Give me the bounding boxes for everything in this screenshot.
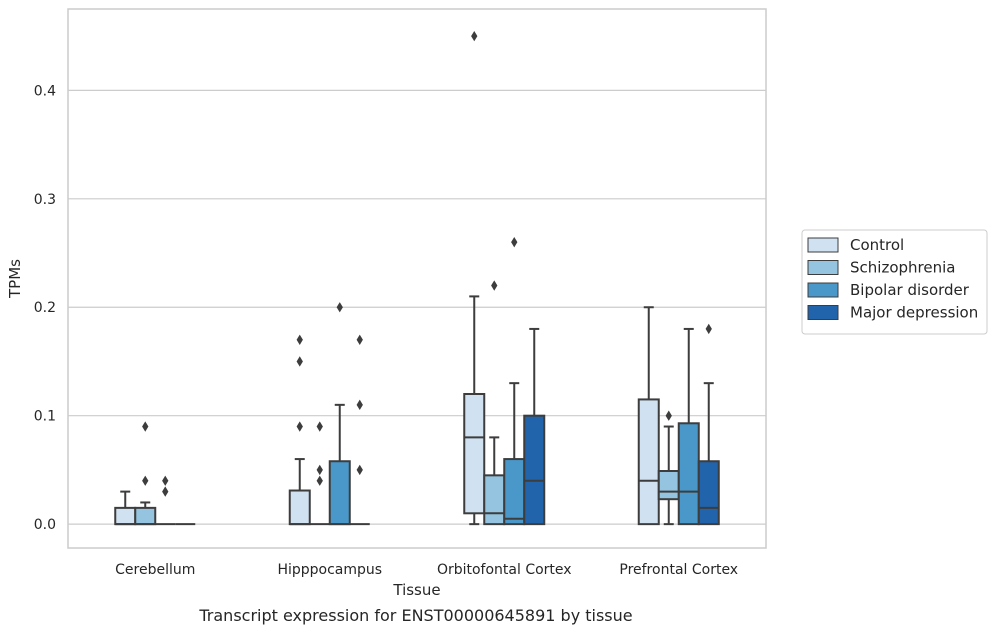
outlier-point (316, 464, 323, 476)
box-bipolar-disorder (503, 236, 526, 526)
box-major-depression (349, 334, 370, 526)
outlier-point (296, 421, 303, 432)
plot-frame (67, 8, 767, 549)
x-tick-label: Cerebellum (115, 562, 195, 578)
x-tick-label: Hipppocampus (277, 562, 382, 578)
box-major-depression (697, 323, 720, 526)
box-schizophrenia (134, 421, 157, 526)
box-control (463, 30, 486, 526)
outlier-point (491, 280, 498, 291)
outlier-point (162, 475, 169, 486)
legend-frame (801, 229, 988, 335)
grid-lines (68, 89, 766, 525)
box-schizophrenia (309, 421, 330, 526)
legend-swatch (807, 305, 839, 320)
box-bipolar-disorder (677, 327, 700, 526)
box-control (637, 306, 660, 526)
box-schizophrenia (657, 410, 680, 526)
legend-swatch (807, 237, 839, 253)
legend-label: Schizophrenia (850, 259, 955, 277)
x-tick-label: Prefrontal Cortex (619, 562, 738, 578)
outlier-point (356, 399, 363, 411)
box-body (503, 458, 526, 526)
outlier-point (316, 421, 323, 432)
y-tick-label: 0.1 (34, 409, 56, 425)
legend-label: Major depression (850, 304, 978, 322)
y-tick-label: 0.4 (34, 83, 56, 99)
legend-swatch (807, 260, 839, 275)
outlier-point (162, 486, 169, 497)
figure-caption: Transcript expression for ENST0000064589… (199, 606, 633, 625)
outlier-point (336, 302, 343, 313)
y-tick-label: 0.3 (34, 192, 56, 208)
x-tick-label: Orbitofontal Cortex (437, 562, 572, 578)
box-major-depression (523, 327, 546, 526)
y-tick-label: 0.0 (34, 517, 56, 533)
box-body (677, 422, 700, 526)
box-body (114, 506, 137, 526)
outlier-point (142, 421, 149, 432)
box-body (328, 460, 351, 526)
legend-label: Bipolar disorder (850, 281, 970, 299)
y-axis-label: TPMs (6, 259, 24, 299)
outlier-point (471, 30, 478, 42)
outlier-point (705, 323, 712, 335)
legend-swatch (807, 282, 839, 298)
x-axis-label: Tissue (392, 581, 440, 599)
box-bipolar-disorder (155, 475, 176, 526)
outlier-point (316, 475, 323, 486)
box-control (114, 490, 137, 526)
outlier-point (665, 410, 672, 421)
box-body (483, 474, 506, 526)
box-body (134, 506, 157, 526)
outlier-point (296, 356, 303, 367)
outlier-point (511, 236, 518, 248)
box-body (657, 470, 680, 501)
outlier-point (356, 464, 363, 476)
outlier-point (296, 334, 303, 345)
box-body (463, 393, 486, 515)
box-plots (114, 30, 720, 526)
box-body (523, 414, 546, 526)
outlier-point (142, 475, 149, 486)
x-axis-ticks: Cerebellum Hipppocampus Orbitofontal Corte… (115, 562, 738, 578)
y-axis-ticks: 0.0 0.1 0.2 0.3 0.4 (34, 83, 56, 533)
box-schizophrenia (483, 280, 506, 526)
legend-label: Control (850, 236, 904, 254)
outlier-point (356, 334, 363, 345)
box-bipolar-disorder (328, 302, 351, 526)
box-body (697, 460, 720, 526)
legend: Control Schizophrenia Bipolar disorder Majo… (801, 229, 988, 335)
y-tick-label: 0.2 (34, 300, 56, 316)
box-control (288, 334, 311, 526)
box-body (288, 489, 311, 526)
box-body (637, 398, 660, 526)
